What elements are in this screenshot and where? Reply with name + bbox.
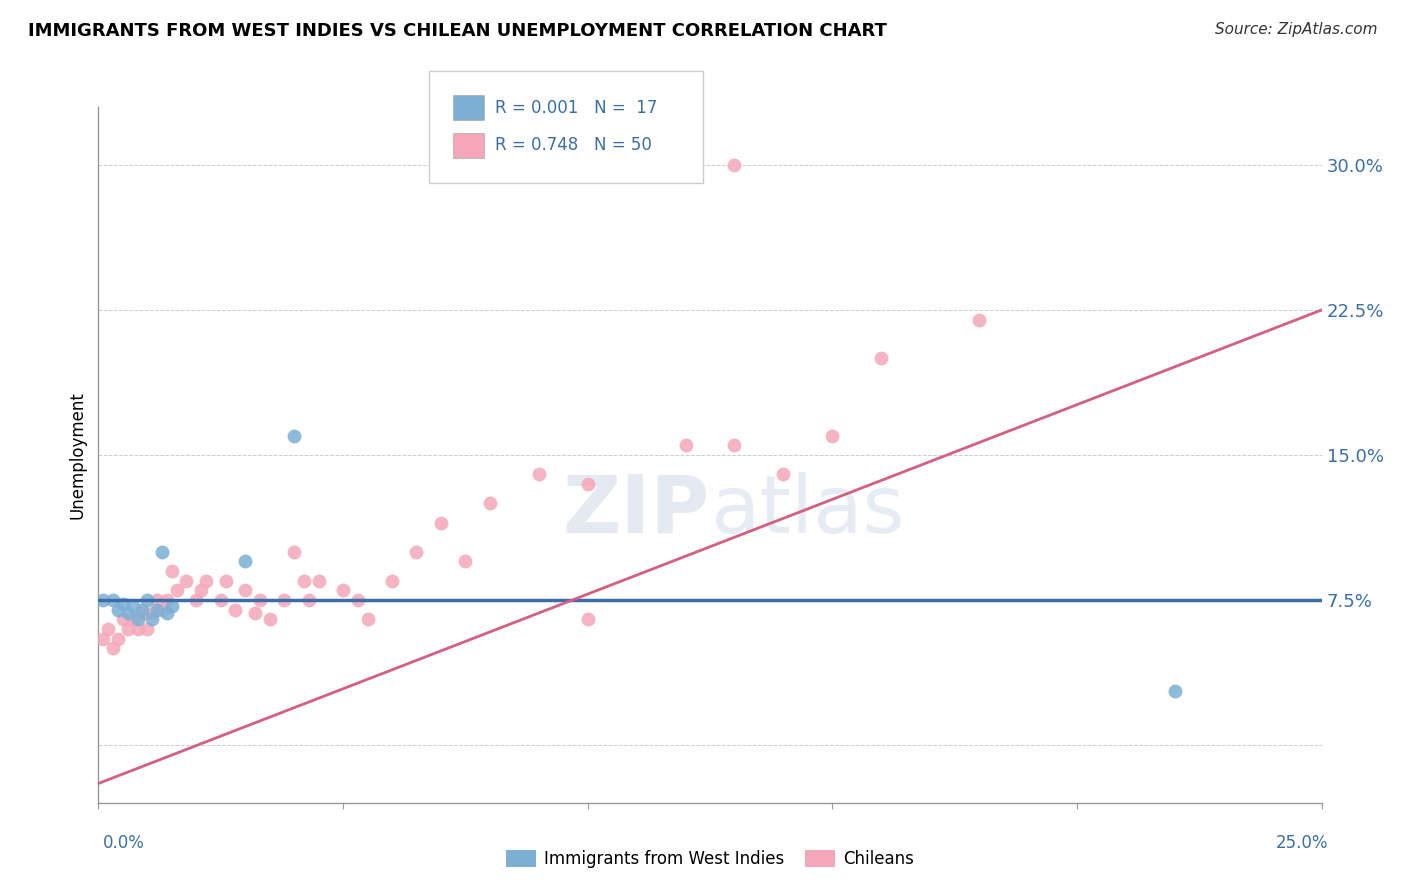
Point: [233, 583, 256, 598]
Point: [405, 544, 427, 558]
Point: [121, 599, 143, 613]
Point: [224, 602, 246, 616]
Point: [233, 554, 256, 568]
Point: [346, 592, 368, 607]
Legend: Immigrants from West Indies, Chileans: Immigrants from West Indies, Chileans: [499, 843, 921, 874]
Point: [243, 607, 266, 621]
Point: [430, 516, 453, 530]
Point: [111, 597, 134, 611]
Point: [283, 428, 305, 442]
Point: [131, 602, 153, 616]
Point: [127, 612, 149, 626]
Point: [150, 602, 173, 616]
Point: [166, 583, 188, 598]
Point: [156, 607, 179, 621]
Point: [195, 574, 218, 588]
Point: [292, 574, 315, 588]
Text: Source: ZipAtlas.com: Source: ZipAtlas.com: [1215, 22, 1378, 37]
Point: [186, 592, 208, 607]
Text: atlas: atlas: [710, 472, 904, 549]
Point: [209, 592, 232, 607]
Point: [870, 351, 893, 366]
Point: [127, 622, 149, 636]
Point: [576, 476, 599, 491]
Point: [298, 592, 321, 607]
Point: [146, 592, 169, 607]
Point: [249, 592, 271, 607]
Point: [283, 544, 305, 558]
Point: [107, 602, 129, 616]
Point: [332, 583, 354, 598]
Point: [527, 467, 550, 482]
Point: [308, 574, 330, 588]
Point: [1164, 683, 1187, 698]
Point: [723, 158, 745, 172]
Point: [150, 544, 173, 558]
Point: [259, 612, 281, 626]
Point: [675, 438, 697, 452]
Point: [141, 612, 163, 626]
Point: [273, 592, 295, 607]
Text: 0.0%: 0.0%: [103, 834, 145, 852]
Point: [772, 467, 794, 482]
Point: [156, 592, 179, 607]
Point: [146, 602, 169, 616]
Point: [101, 592, 124, 607]
Point: [967, 312, 990, 326]
Text: 25.0%: 25.0%: [1277, 834, 1329, 852]
Point: [478, 496, 501, 510]
Point: [576, 612, 599, 626]
Point: [101, 641, 124, 656]
Point: [821, 428, 844, 442]
Text: IMMIGRANTS FROM WEST INDIES VS CHILEAN UNEMPLOYMENT CORRELATION CHART: IMMIGRANTS FROM WEST INDIES VS CHILEAN U…: [28, 22, 887, 40]
Point: [160, 564, 183, 578]
Point: [91, 632, 114, 646]
Point: [381, 574, 404, 588]
Point: [107, 632, 129, 646]
Point: [136, 592, 159, 607]
Point: [160, 599, 183, 613]
Point: [121, 612, 143, 626]
Y-axis label: Unemployment: Unemployment: [69, 391, 87, 519]
Point: [111, 612, 134, 626]
Point: [117, 607, 139, 621]
Point: [117, 622, 139, 636]
Point: [91, 592, 114, 607]
Text: R = 0.001   N =  17: R = 0.001 N = 17: [495, 99, 657, 117]
Point: [356, 612, 378, 626]
Point: [97, 622, 120, 636]
Point: [141, 607, 163, 621]
Point: [131, 607, 153, 621]
Point: [214, 574, 236, 588]
Point: [136, 622, 159, 636]
Text: ZIP: ZIP: [562, 472, 710, 549]
Point: [176, 574, 198, 588]
Text: R = 0.748   N = 50: R = 0.748 N = 50: [495, 136, 652, 154]
Point: [190, 583, 212, 598]
Point: [454, 554, 477, 568]
Point: [723, 438, 745, 452]
